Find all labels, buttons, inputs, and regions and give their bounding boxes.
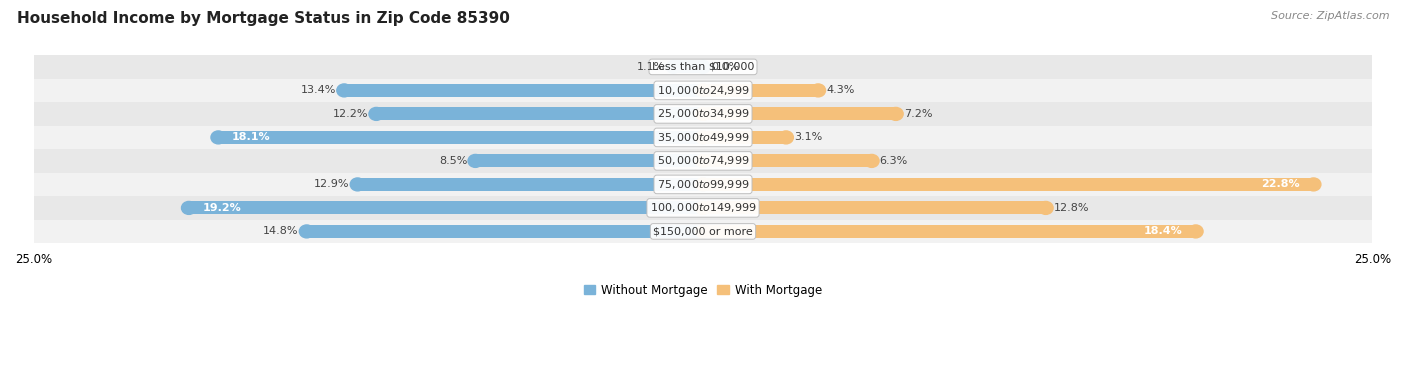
Text: $50,000 to $74,999: $50,000 to $74,999 xyxy=(657,155,749,167)
Circle shape xyxy=(889,107,903,120)
Bar xyxy=(34,55,1372,79)
Text: 18.1%: 18.1% xyxy=(232,132,270,143)
Text: 22.8%: 22.8% xyxy=(1261,180,1301,189)
Circle shape xyxy=(350,178,366,191)
Bar xyxy=(475,155,703,167)
Bar xyxy=(34,196,1372,220)
Circle shape xyxy=(696,107,710,120)
Bar xyxy=(703,84,818,97)
Bar xyxy=(34,125,1372,149)
Bar xyxy=(703,178,1313,191)
Circle shape xyxy=(1039,201,1053,214)
Bar xyxy=(673,60,703,73)
Circle shape xyxy=(666,60,681,73)
Circle shape xyxy=(368,107,384,120)
Circle shape xyxy=(1188,225,1204,238)
Bar xyxy=(357,178,703,191)
Text: $75,000 to $99,999: $75,000 to $99,999 xyxy=(657,178,749,191)
Bar xyxy=(703,131,786,144)
Text: 8.5%: 8.5% xyxy=(439,156,467,166)
Circle shape xyxy=(468,155,482,167)
Text: Household Income by Mortgage Status in Zip Code 85390: Household Income by Mortgage Status in Z… xyxy=(17,11,510,26)
Bar xyxy=(34,102,1372,125)
Bar xyxy=(188,201,703,214)
Text: 18.4%: 18.4% xyxy=(1143,226,1182,236)
Circle shape xyxy=(1306,178,1320,191)
Bar xyxy=(703,201,1046,214)
Text: $10,000 to $24,999: $10,000 to $24,999 xyxy=(657,84,749,97)
Circle shape xyxy=(696,131,710,144)
Text: 3.1%: 3.1% xyxy=(794,132,823,143)
Circle shape xyxy=(696,84,710,97)
Bar xyxy=(377,107,703,120)
Text: $35,000 to $49,999: $35,000 to $49,999 xyxy=(657,131,749,144)
Circle shape xyxy=(211,131,226,144)
Text: Less than $10,000: Less than $10,000 xyxy=(652,62,754,72)
Legend: Without Mortgage, With Mortgage: Without Mortgage, With Mortgage xyxy=(579,279,827,301)
Bar xyxy=(307,225,703,238)
Circle shape xyxy=(299,225,314,238)
Circle shape xyxy=(865,155,879,167)
Bar xyxy=(34,220,1372,243)
Bar xyxy=(344,84,703,97)
Text: 4.3%: 4.3% xyxy=(827,85,855,95)
Circle shape xyxy=(696,155,710,167)
Circle shape xyxy=(181,201,197,214)
Text: 7.2%: 7.2% xyxy=(904,109,932,119)
Circle shape xyxy=(696,201,710,214)
Text: 6.3%: 6.3% xyxy=(880,156,908,166)
Circle shape xyxy=(696,60,710,73)
Bar xyxy=(703,155,872,167)
Text: 19.2%: 19.2% xyxy=(202,203,240,213)
Circle shape xyxy=(696,84,710,97)
Circle shape xyxy=(696,225,710,238)
Bar xyxy=(34,173,1372,196)
Circle shape xyxy=(779,131,793,144)
Text: $25,000 to $34,999: $25,000 to $34,999 xyxy=(657,107,749,121)
Circle shape xyxy=(811,84,825,97)
Bar xyxy=(34,79,1372,102)
Text: $150,000 or more: $150,000 or more xyxy=(654,226,752,236)
Circle shape xyxy=(696,131,710,144)
Circle shape xyxy=(337,84,352,97)
Circle shape xyxy=(696,225,710,238)
Circle shape xyxy=(696,107,710,120)
Text: 1.1%: 1.1% xyxy=(637,62,665,72)
Bar xyxy=(218,131,703,144)
Text: 0.0%: 0.0% xyxy=(711,62,740,72)
Bar xyxy=(703,107,896,120)
Circle shape xyxy=(696,155,710,167)
Text: 12.9%: 12.9% xyxy=(314,180,350,189)
Text: 14.8%: 14.8% xyxy=(263,226,298,236)
Bar xyxy=(703,225,1195,238)
Circle shape xyxy=(696,178,710,191)
Circle shape xyxy=(696,201,710,214)
Text: 12.2%: 12.2% xyxy=(333,109,368,119)
Text: Source: ZipAtlas.com: Source: ZipAtlas.com xyxy=(1271,11,1389,21)
Text: 13.4%: 13.4% xyxy=(301,85,336,95)
Bar xyxy=(34,149,1372,173)
Text: $100,000 to $149,999: $100,000 to $149,999 xyxy=(650,201,756,214)
Circle shape xyxy=(696,178,710,191)
Text: 12.8%: 12.8% xyxy=(1053,203,1090,213)
